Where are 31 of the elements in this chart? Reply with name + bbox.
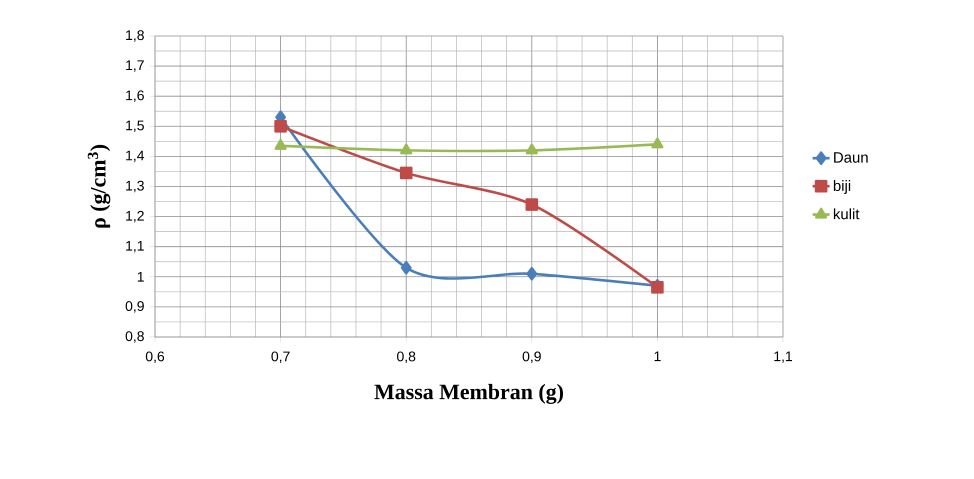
point [526,198,538,211]
x-tick-label: 0,8 [397,351,416,364]
y-tick-label: 1,5 [126,120,144,132]
y-tick-label: 1,6 [126,90,144,102]
x-tick-label: 0,9 [522,351,541,364]
legend-label: kulit [834,208,860,220]
y-tick-label: 0,9 [126,301,144,313]
y-tick-label: 1,4 [126,150,144,162]
y-tick-label: 1,7 [126,60,144,72]
y-tick-label: 0,8 [126,331,144,343]
y-tick-label: 1,3 [126,180,144,192]
legend-label: Daun [834,152,868,163]
legend-label: biji [834,180,850,194]
y-tick-label: 1 [138,272,144,282]
y-tick-label: 1,8 [126,30,144,42]
point [526,144,538,154]
point [651,138,664,148]
x-tick-label: 0,6 [146,351,164,364]
y-axis-title: ρ (g/cm$^{3}$) [88,144,110,228]
y-tick-label: 1,1 [126,241,144,252]
x-tick-label: 0,7 [271,351,290,364]
point [526,266,538,281]
point [400,166,413,180]
x-axis-title: Massa Membran (g) [374,384,563,404]
point [400,144,412,154]
point [274,120,287,133]
y-tick-label: 1,2 [126,210,144,222]
point [274,139,287,150]
x-tick-label: 1 [654,352,661,362]
point [400,260,412,275]
x-tick-label: 1,1 [774,352,792,363]
